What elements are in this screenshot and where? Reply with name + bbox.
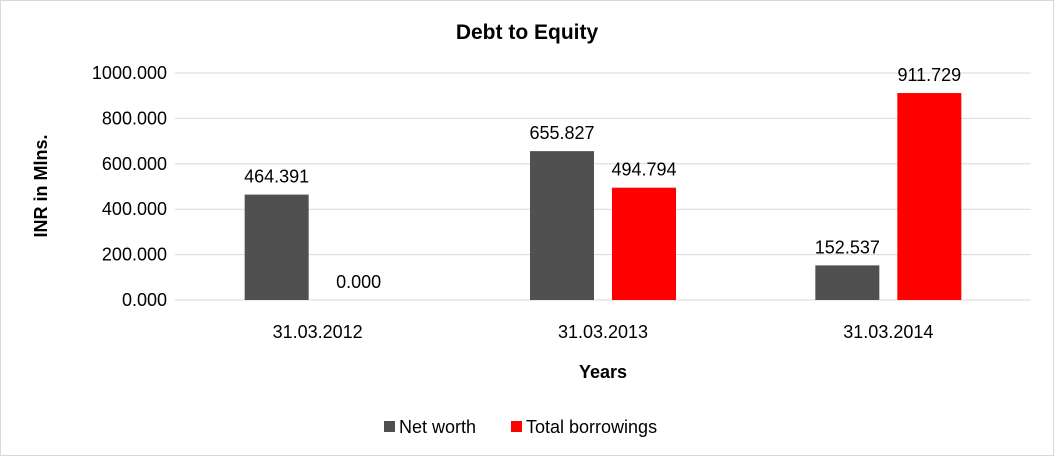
bar-net-worth (244, 194, 309, 300)
y-tick-label: 0.000 (122, 290, 167, 310)
legend-swatch (384, 421, 395, 432)
x-tick-label: 31.03.2014 (843, 322, 933, 342)
bar-total-borrowings (612, 187, 676, 300)
x-tick-label: 31.03.2012 (273, 322, 363, 342)
chart-title: Debt to Equity (456, 21, 599, 44)
data-label: 0.000 (336, 272, 381, 292)
y-tick-label: 1000.000 (92, 63, 167, 83)
bar-net-worth (815, 265, 880, 300)
data-label: 152.537 (815, 237, 880, 257)
y-tick-label: 400.000 (102, 199, 167, 219)
data-label: 655.827 (529, 123, 594, 143)
y-tick-label: 200.000 (102, 245, 167, 265)
data-label: 494.794 (611, 160, 676, 180)
bar-total-borrowings (897, 93, 962, 301)
y-axis-title: INR in Mlns. (31, 135, 51, 238)
legend-label: Total borrowings (526, 417, 657, 437)
data-labels: 464.391 0.000 655.827 494.794 152.537 911.729 (244, 65, 961, 292)
legend-label: Net worth (399, 417, 476, 437)
data-label: 464.391 (244, 167, 309, 187)
y-tick-label: 600.000 (102, 154, 167, 174)
bar-net-worth (530, 151, 594, 300)
x-tick-label: 31.03.2013 (558, 322, 648, 342)
legend-swatch (511, 421, 522, 432)
x-axis-ticks: 31.03.2012 31.03.2013 31.03.2014 (273, 322, 934, 342)
y-axis-ticks: 0.000 200.000 400.000 600.000 800.000 1000.00… (92, 63, 167, 310)
bars (244, 93, 962, 301)
gridlines (175, 72, 1031, 301)
y-tick-label: 800.000 (102, 108, 167, 128)
legend: Net worth Total borrowings (384, 417, 657, 437)
x-axis-title: Years (579, 362, 627, 382)
data-label: 911.729 (897, 65, 961, 85)
